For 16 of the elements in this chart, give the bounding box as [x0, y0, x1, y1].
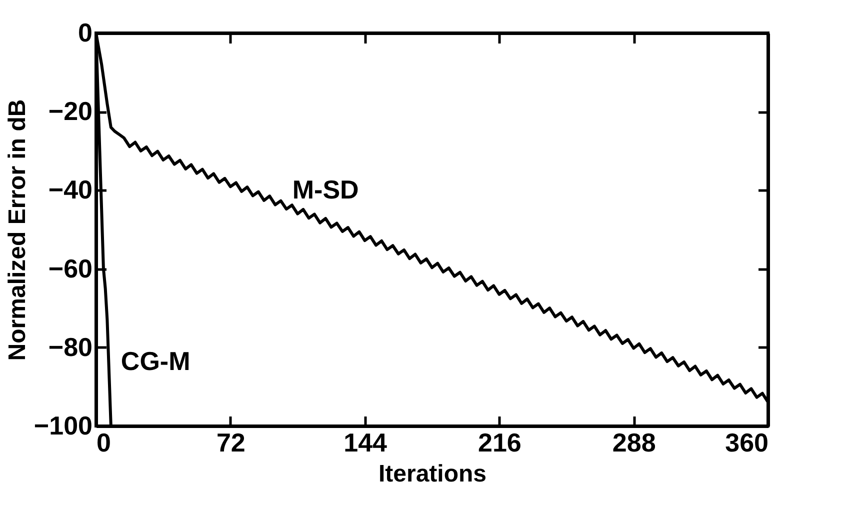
- x-tick-label: 288: [612, 428, 656, 458]
- y-tick-label: −100: [34, 410, 92, 440]
- y-tick-label: −60: [48, 253, 92, 284]
- y-axis-title: Normalized Error in dB: [4, 99, 31, 361]
- series-label: CG-M: [120, 346, 190, 376]
- x-tick-label: 216: [478, 428, 522, 458]
- x-tick-label: 360: [725, 428, 768, 458]
- x-tick-label: 0: [96, 428, 111, 458]
- y-tick-label: −20: [48, 96, 92, 126]
- x-tick-label: 144: [344, 428, 388, 458]
- y-tick-label: 0: [78, 18, 92, 48]
- y-tick-label: −80: [48, 332, 92, 362]
- x-tick-label: 72: [216, 428, 246, 458]
- x-axis-title: Iterations: [378, 460, 487, 488]
- series-label: M-SD: [292, 174, 359, 204]
- y-tick-label: −40: [48, 174, 92, 205]
